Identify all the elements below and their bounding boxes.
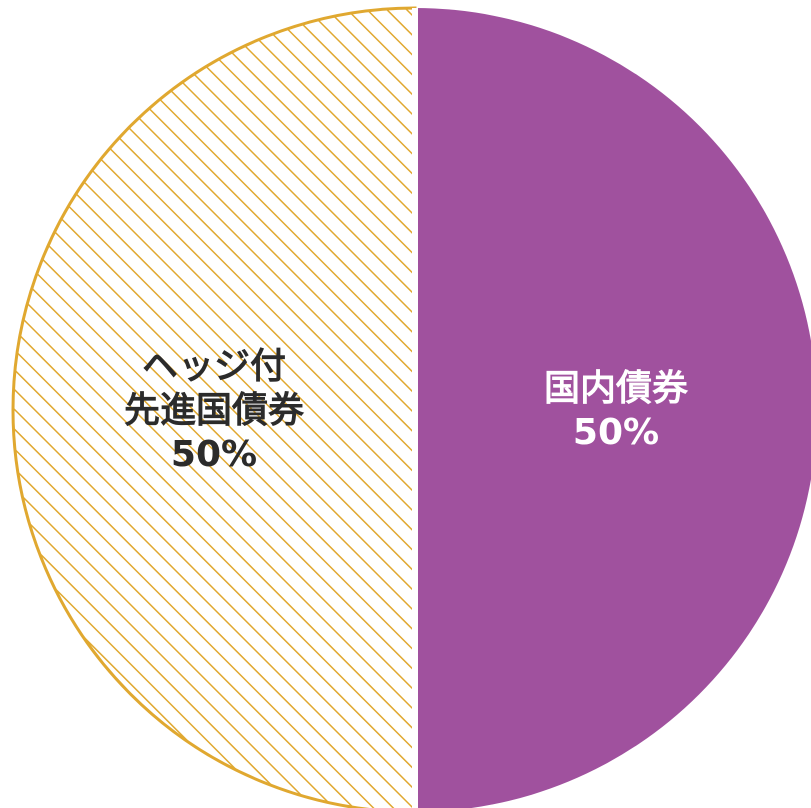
slice-label-1-line-1: 先進国債券 bbox=[124, 390, 305, 431]
slice-value-label-0: 50% bbox=[573, 412, 659, 453]
pie-slices bbox=[11, 6, 811, 808]
slice-label-0-line-0: 国内債券 bbox=[544, 368, 689, 409]
slice-label-1-line-0: ヘッジ付 bbox=[142, 346, 286, 387]
pie-slice-1 bbox=[11, 6, 417, 808]
slice-value-label-1: 50% bbox=[171, 434, 257, 475]
pie-slice-0 bbox=[415, 8, 811, 808]
